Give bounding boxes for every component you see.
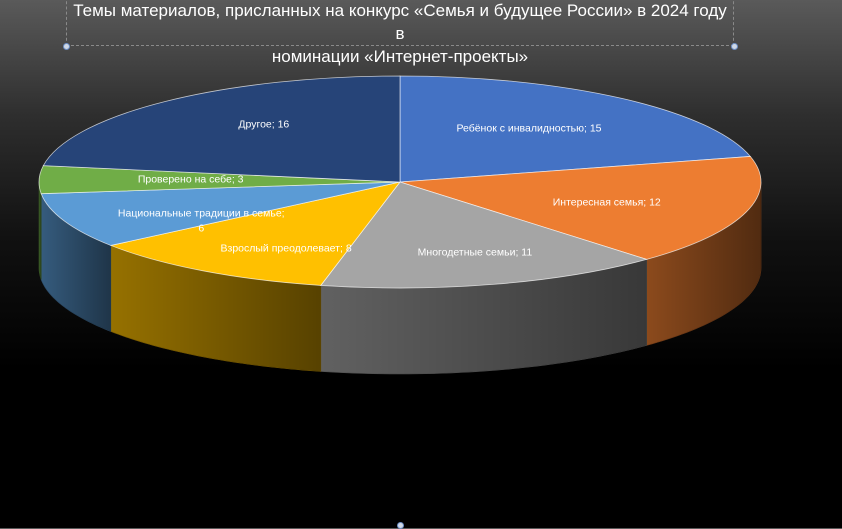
data-label-5: Проверено на себе; 3 bbox=[138, 174, 244, 186]
pie-slice-6[interactable] bbox=[42, 75, 401, 183]
pie-side-shade-1 bbox=[646, 182, 761, 346]
pie-slice-4[interactable] bbox=[40, 181, 401, 246]
data-label-6: Другое; 16 bbox=[238, 118, 289, 130]
data-labels: Ребёнок с инвалидностью; 15 Интересная се… bbox=[118, 118, 661, 258]
chart-title-line-2: номинации «Интернет-проекты» bbox=[271, 47, 529, 66]
data-label-3: Взрослый преодолевает; 8 bbox=[221, 243, 352, 255]
data-label-4: Национальные традиции в семье; bbox=[118, 208, 285, 220]
data-label-1: Интересная семья; 12 bbox=[553, 196, 661, 208]
pie-slice-1[interactable] bbox=[399, 156, 762, 260]
pie-side-shade-5 bbox=[39, 182, 42, 280]
pie-slice-2[interactable] bbox=[320, 181, 649, 289]
pie-slices bbox=[38, 75, 762, 289]
pie-slice-3[interactable] bbox=[109, 181, 401, 286]
pie-side-shade-3 bbox=[110, 245, 321, 372]
pie-slice-0[interactable] bbox=[399, 75, 752, 183]
title-resize-handle-right[interactable] bbox=[731, 43, 738, 50]
chart-title-line-1: Темы материалов, присланных на конкурс «… bbox=[73, 1, 727, 43]
data-label-4-line-2: 6 bbox=[198, 223, 204, 235]
data-label-0: Ребёнок с инвалидностью; 15 bbox=[456, 123, 601, 135]
pie-side-shade-4 bbox=[41, 193, 111, 332]
title-resize-handle-left[interactable] bbox=[63, 43, 70, 50]
chart-title[interactable]: Темы материалов, присланных на конкурс «… bbox=[66, 0, 734, 66]
pie-sides bbox=[38, 181, 762, 375]
data-label-2: Многодетные семьи; 11 bbox=[418, 246, 533, 258]
